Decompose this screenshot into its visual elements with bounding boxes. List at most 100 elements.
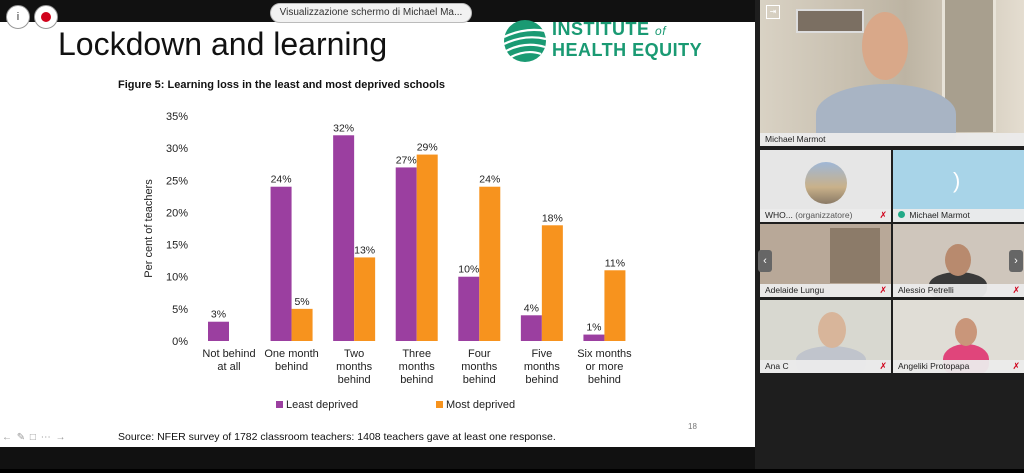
active-dot-icon [898, 211, 905, 218]
data-label: 13% [354, 244, 375, 256]
legend-label: Most deprived [446, 399, 515, 411]
room-shelf-icon [830, 228, 880, 283]
slide-title: Lockdown and learning [58, 26, 388, 62]
mic-muted-icon: ✗ [1012, 361, 1020, 371]
x-tick-label: or more [585, 361, 623, 373]
chart-source: Source: NFER survey of 1782 classroom te… [118, 431, 556, 443]
legend-swatch [436, 401, 443, 408]
data-label: 24% [271, 174, 292, 186]
data-label: 10% [458, 264, 479, 276]
speaker-head-icon [862, 12, 908, 80]
logo-of: of [655, 24, 667, 38]
share-bottom-bar [0, 447, 755, 473]
data-label: 5% [294, 296, 309, 308]
x-tick-label: behind [588, 374, 621, 386]
expand-icon[interactable]: ⇥ [766, 5, 780, 19]
data-label: 32% [333, 122, 354, 134]
wall-picture-icon [796, 9, 864, 33]
bar-least-deprived [270, 186, 292, 341]
x-tick-label: behind [338, 374, 371, 386]
participant-tile-adelaide[interactable]: Adelaide Lungu ✗ [760, 224, 891, 297]
participant-tile-alessio[interactable]: Alessio Petrelli ✗ [893, 224, 1024, 297]
bar-most-deprived [291, 308, 313, 341]
x-tick-label: behind [400, 374, 433, 386]
speaker-name: Michael Marmot [760, 133, 1024, 146]
mic-muted-icon: ✗ [879, 210, 887, 220]
mic-muted-icon: ✗ [879, 285, 887, 295]
bar-least-deprived [395, 167, 417, 341]
slide-nav-tools[interactable]: ← ✎ □ ⋯ → [2, 432, 67, 443]
bar-least-deprived [520, 315, 542, 341]
y-tick-label: 25% [166, 175, 188, 187]
data-label: 1% [586, 322, 601, 334]
x-tick-label: months [461, 361, 498, 373]
x-tick-label: behind [525, 374, 558, 386]
speaker-tile[interactable]: Michael Marmot ⇥ [760, 0, 1024, 146]
logo-mark-icon [503, 20, 547, 62]
speaking-icon: ) [953, 168, 961, 193]
y-tick-label: 15% [166, 240, 188, 252]
alessio-name: Alessio Petrelli [893, 284, 1024, 297]
x-tick-label: Four [468, 348, 491, 360]
mic-muted-icon: ✗ [879, 361, 887, 371]
bar-most-deprived [604, 270, 626, 341]
x-tick-label: behind [463, 374, 496, 386]
data-label: 24% [479, 174, 500, 186]
marmot-name: Michael Marmot [909, 210, 970, 220]
x-tick-label: Five [531, 348, 552, 360]
gallery-next-icon[interactable]: › [1009, 250, 1023, 272]
legend-swatch [276, 401, 283, 408]
participant-name-who: WHO... (organizzatore) [760, 209, 891, 222]
who-role: (organizzatore) [795, 210, 853, 220]
data-label: 4% [524, 302, 539, 314]
mic-muted-icon: ✗ [1012, 285, 1020, 295]
gallery-prev-icon[interactable]: ‹ [758, 250, 772, 272]
bar-chart: 0% 5% 10% 15% 20% 25% 30% 35% Per cent of teache… [143, 111, 632, 411]
screen-share-area: i Visualizzazione schermo di Michael Ma.… [0, 0, 755, 473]
y-tick-label: 10% [166, 272, 188, 284]
recording-icon[interactable] [34, 5, 58, 29]
x-tick-label: months [524, 361, 561, 373]
bottom-strip [0, 469, 1024, 473]
participant-gallery: Michael Marmot ⇥ WHO... (organizzatore) … [757, 0, 1024, 473]
participant-tile-ana[interactable]: Ana C ✗ [760, 300, 891, 373]
y-tick-label: 20% [166, 207, 188, 219]
bar-most-deprived [416, 154, 438, 341]
bar-most-deprived [541, 225, 563, 341]
x-tick-label: months [336, 361, 373, 373]
data-label: 11% [605, 257, 625, 269]
bar-most-deprived [479, 186, 501, 341]
participant-tile-marmot[interactable]: ) Michael Marmot [893, 150, 1024, 222]
bar-least-deprived [208, 321, 229, 341]
institute-logo [503, 20, 547, 62]
info-icon[interactable]: i [6, 5, 30, 29]
bar-most-deprived [354, 257, 376, 341]
y-tick-label: 30% [166, 143, 188, 155]
who-name: WHO... [765, 210, 793, 220]
participant-tile-who[interactable]: WHO... (organizzatore) ✗ [760, 150, 891, 222]
logo-line1: INSTITUTE [552, 19, 650, 39]
figure-title: Figure 5: Learning loss in the least and… [118, 79, 446, 91]
bar-least-deprived [458, 276, 480, 341]
bar-least-deprived [333, 135, 355, 341]
angeliki-head-icon [955, 318, 977, 346]
angeliki-name: Angeliki Protopapa [893, 360, 1024, 373]
bar-least-deprived [583, 334, 605, 341]
x-tick-label: months [399, 361, 436, 373]
who-avatar [805, 162, 847, 204]
logo-line2: HEALTH EQUITY [552, 40, 703, 60]
y-tick-label: 35% [166, 111, 188, 123]
x-tick-label: behind [275, 361, 308, 373]
share-label[interactable]: Visualizzazione schermo di Michael Ma... [270, 3, 472, 23]
legend-label: Least deprived [286, 399, 358, 411]
logo-text: INSTITUTE of HEALTH EQUITY [552, 20, 702, 60]
page-number: 18 [688, 422, 697, 431]
x-tick-label: at all [217, 361, 240, 373]
y-tick-label: 0% [172, 336, 188, 348]
y-axis-label: Per cent of teachers [143, 179, 155, 278]
ana-name: Ana C [760, 360, 891, 373]
x-tick-label: One month [264, 348, 318, 360]
x-tick-label: Three [402, 348, 431, 360]
y-tick-label: 5% [172, 304, 188, 316]
participant-tile-angeliki[interactable]: Angeliki Protopapa ✗ [893, 300, 1024, 373]
